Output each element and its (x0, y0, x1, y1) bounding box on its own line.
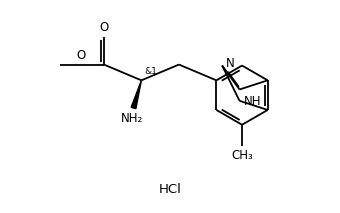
Text: NH: NH (243, 95, 261, 108)
Text: O: O (76, 49, 86, 62)
Text: CH₃: CH₃ (231, 150, 253, 163)
Text: N: N (226, 57, 235, 70)
Text: O: O (99, 21, 108, 34)
Text: HCl: HCl (158, 183, 182, 196)
Text: NH₂: NH₂ (120, 112, 143, 125)
Polygon shape (131, 80, 141, 109)
Text: &1: &1 (144, 67, 157, 76)
